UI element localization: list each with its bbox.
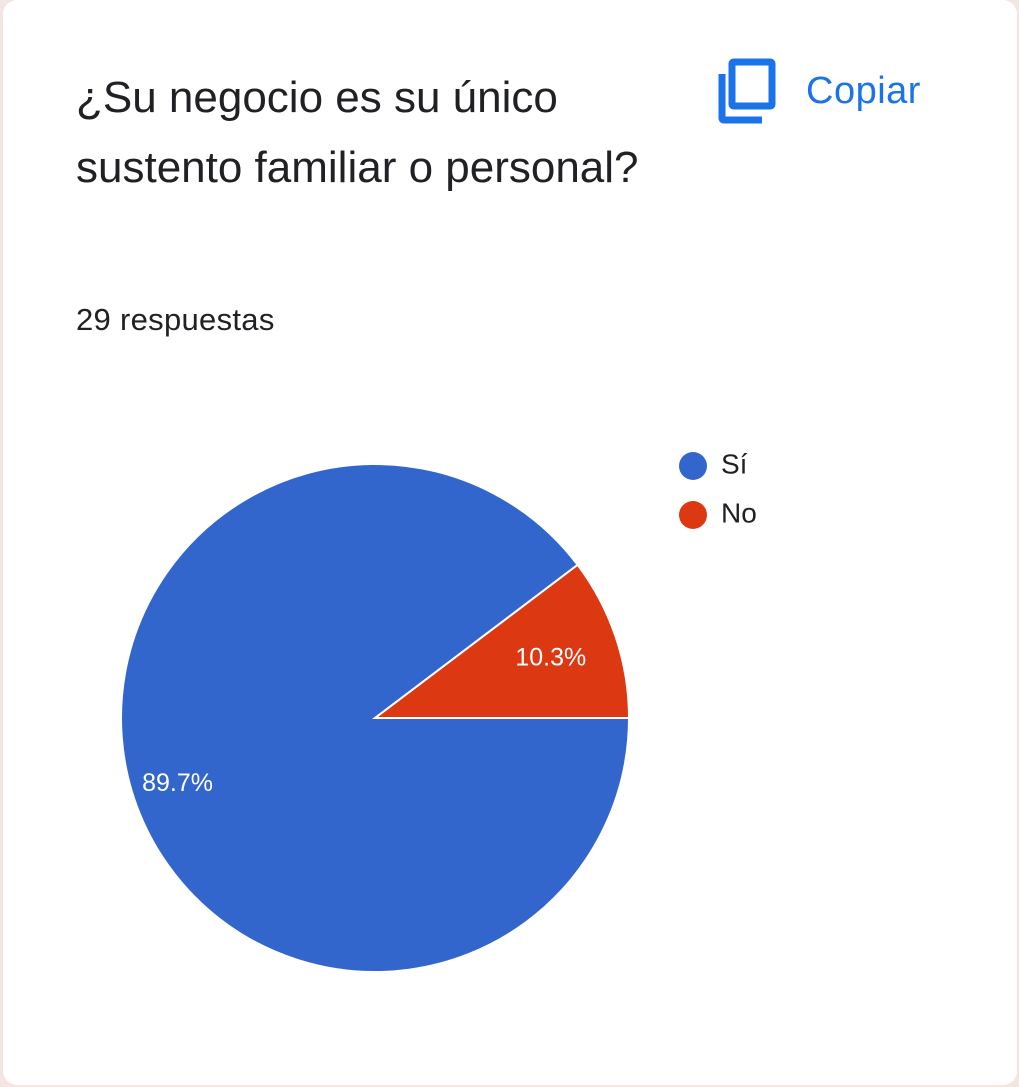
response-count: 29 respuestas — [76, 302, 275, 337]
legend-marker — [679, 452, 707, 480]
question-title: ¿Su negocio es su único sustento familia… — [76, 73, 639, 192]
slice-data-label: 89.7% — [142, 769, 213, 797]
legend-item[interactable]: Sí — [679, 448, 748, 480]
legend-item[interactable]: No — [679, 497, 757, 529]
copy-label: Copiar — [806, 69, 921, 112]
pie-slice-no[interactable] — [372, 563, 631, 719]
legend-label: Sí — [721, 448, 748, 479]
legend-marker — [679, 501, 707, 529]
copy-button[interactable]: Copiar — [716, 56, 921, 126]
chart-card: ¿Su negocio es su único sustento familia… — [3, 0, 1017, 1085]
copy-icon — [718, 58, 776, 124]
slice-data-label: 10.3% — [515, 644, 586, 672]
legend-label: No — [721, 497, 757, 528]
pie-chart: 89.7% 10.3% Sí No — [120, 448, 757, 973]
